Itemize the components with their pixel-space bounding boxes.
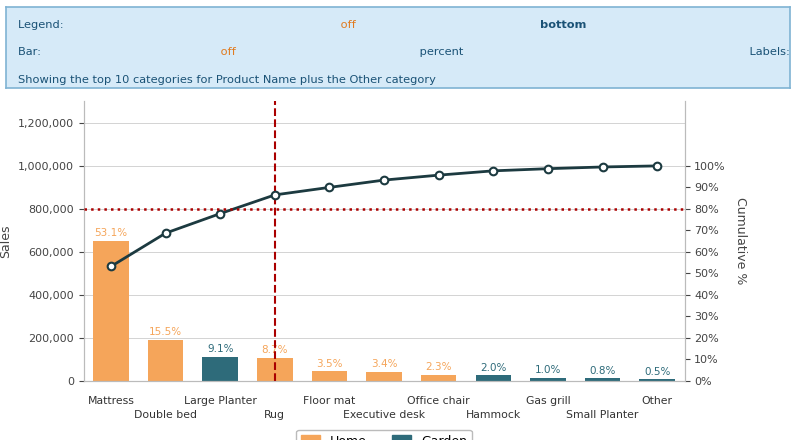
Text: 1.0%: 1.0% <box>535 365 561 375</box>
Text: 0.5%: 0.5% <box>644 367 670 377</box>
Text: 8.7%: 8.7% <box>262 345 288 355</box>
Text: percent: percent <box>416 47 464 57</box>
Y-axis label: Sales: Sales <box>0 224 12 258</box>
Text: 53.1%: 53.1% <box>95 228 127 238</box>
Text: Double bed: Double bed <box>134 410 197 420</box>
Y-axis label: Cumulative %: Cumulative % <box>734 197 747 285</box>
Bar <box>148 340 183 381</box>
Bar <box>93 241 129 381</box>
Bar <box>366 371 402 381</box>
Text: Small Planter: Small Planter <box>567 410 639 420</box>
Text: 2.3%: 2.3% <box>425 362 452 372</box>
Text: Bar:: Bar: <box>18 47 45 57</box>
Text: 3.5%: 3.5% <box>316 359 343 369</box>
Text: Gas grill: Gas grill <box>525 396 570 406</box>
Text: Mattress: Mattress <box>88 396 135 406</box>
Text: Floor mat: Floor mat <box>303 396 356 406</box>
Bar <box>639 379 675 381</box>
Text: 2.0%: 2.0% <box>480 363 506 373</box>
Text: bottom: bottom <box>536 19 590 29</box>
Text: 15.5%: 15.5% <box>149 327 182 337</box>
Text: 0.8%: 0.8% <box>589 366 616 376</box>
Bar <box>202 356 238 381</box>
Bar <box>530 378 566 381</box>
Text: Large Planter: Large Planter <box>184 396 256 406</box>
Text: Labels:: Labels: <box>735 47 794 57</box>
Legend: Home, Garden: Home, Garden <box>296 429 472 440</box>
Text: Executive desk: Executive desk <box>343 410 425 420</box>
Bar <box>585 378 620 381</box>
Text: off: off <box>337 19 359 29</box>
Bar <box>312 371 347 381</box>
Bar <box>257 358 293 381</box>
Text: Other: Other <box>642 396 673 406</box>
Text: Rug: Rug <box>264 410 285 420</box>
Bar <box>421 374 456 381</box>
Text: 9.1%: 9.1% <box>207 344 233 354</box>
Text: Showing the top 10 categories for Product Name plus the Other category: Showing the top 10 categories for Produc… <box>18 75 436 85</box>
Text: 3.4%: 3.4% <box>371 359 397 369</box>
Text: Legend:: Legend: <box>18 19 68 29</box>
Text: off: off <box>217 47 240 57</box>
Text: Hammock: Hammock <box>466 410 521 420</box>
Bar <box>475 375 511 381</box>
Text: Office chair: Office chair <box>408 396 470 406</box>
